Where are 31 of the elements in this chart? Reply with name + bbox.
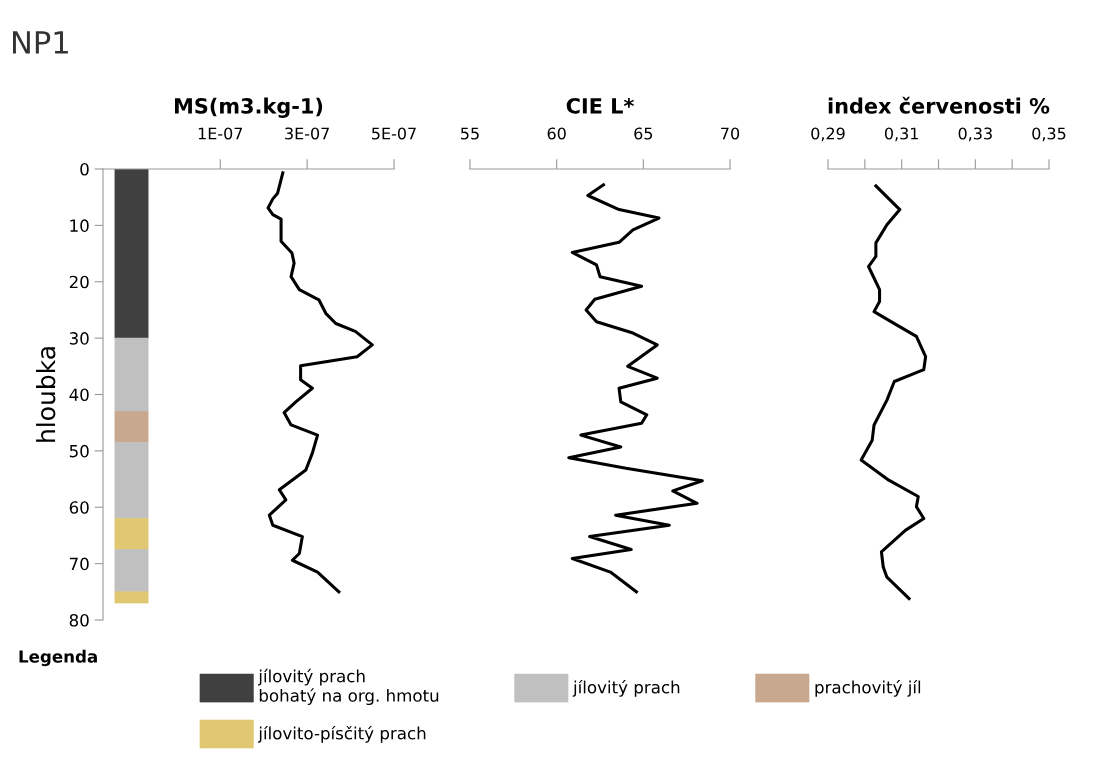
chart-title: CIE L* (566, 97, 634, 114)
y-tick-label: 80 (69, 613, 89, 627)
y-tick-label: 0 (80, 162, 89, 176)
x-tick-label: 65 (634, 127, 653, 140)
x-tick-label: 55 (461, 127, 479, 140)
legend-label: jílovito-písčitý prach (258, 725, 426, 743)
legend-title: Legenda (19, 649, 97, 667)
x-tick-label: 5E-07 (372, 127, 416, 140)
legend-label: jílovitý prach bohatý na org. hmotu (258, 668, 439, 706)
x-tick-label: 0,31 (884, 127, 918, 142)
x-tick-label: 60 (547, 127, 566, 140)
y-tick-label: 40 (69, 388, 89, 402)
y-tick-label: 20 (69, 275, 89, 289)
x-tick-label: 70 (721, 127, 740, 140)
y-tick-label: 30 (69, 332, 89, 345)
legend-label: prachovitý jíl (815, 679, 921, 697)
x-tick-label: 0,33 (958, 127, 992, 142)
y-tick-label: 70 (69, 557, 89, 571)
y-tick-label: 10 (70, 219, 89, 232)
y-axis-title: hloubka (36, 347, 56, 442)
chart-title: MS(m3.kg-1) (175, 97, 323, 118)
line-series (266, 171, 374, 594)
x-tick-label: 0,29 (811, 127, 845, 142)
y-tick-label: 60 (69, 501, 89, 514)
x-tick-label: 0,35 (1032, 127, 1066, 142)
chart-title: index červenosti % (828, 96, 1050, 114)
x-tick-label: 3E-07 (285, 127, 329, 140)
text: NP1 (13, 31, 68, 54)
legend-label: jílovitý prach (572, 679, 680, 697)
x-tick-label: 1E-07 (198, 127, 243, 140)
y-tick-label: 50 (69, 444, 89, 458)
